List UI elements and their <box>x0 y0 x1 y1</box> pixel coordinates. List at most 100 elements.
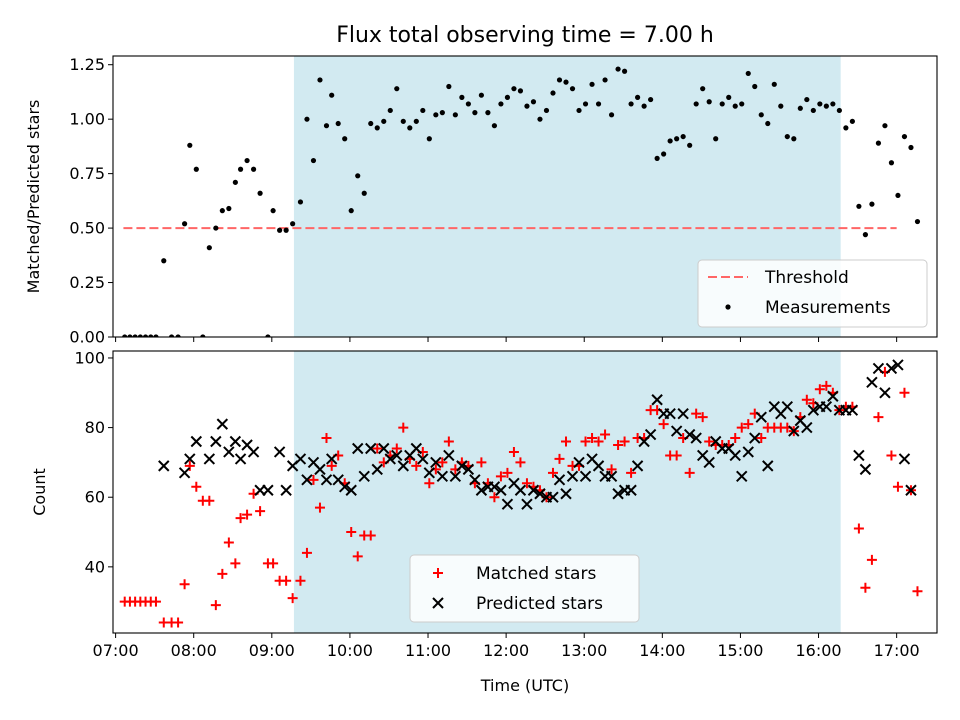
predicted-star-point <box>683 428 696 441</box>
series-predicted-stars <box>158 359 917 510</box>
legend-measurement-swatch <box>725 304 731 310</box>
measurement-point <box>595 101 602 107</box>
y-axis-label: Count <box>30 468 49 516</box>
x-tick-label: 10:00 <box>327 641 373 660</box>
matched-star-point <box>424 478 435 489</box>
measurement-point <box>576 107 582 114</box>
predicted-star-point <box>280 484 292 496</box>
predicted-star-point <box>788 425 800 437</box>
x-tick-label: 14:00 <box>639 641 685 660</box>
x-tick-label: 09:00 <box>249 641 295 660</box>
predicted-star-point <box>178 467 191 479</box>
measurement-point <box>342 136 348 142</box>
measurement-point <box>615 66 621 72</box>
measurement-point <box>277 227 283 233</box>
measurement-point <box>478 92 484 98</box>
measurement-point <box>550 90 556 96</box>
matched-star-point <box>287 593 298 604</box>
measurement-point <box>648 96 654 103</box>
measurement-point <box>426 136 432 142</box>
measurement-point <box>582 101 589 107</box>
measurement-point <box>537 116 543 122</box>
measurement-point <box>511 86 517 92</box>
measurement-point <box>472 110 478 116</box>
legend-box <box>409 554 640 623</box>
predicted-star-point <box>423 467 436 479</box>
matched-star-point <box>398 422 409 433</box>
matched-star-point <box>150 596 161 607</box>
predicted-star-point <box>866 376 878 389</box>
measurement-point <box>148 334 154 337</box>
predicted-star-point <box>547 491 559 503</box>
measurement-point <box>836 107 842 114</box>
y-axis-label: Matched/Predicted stars <box>24 100 43 294</box>
measurement-point <box>778 103 784 109</box>
predicted-star-point <box>203 453 216 465</box>
matched-star-point <box>860 582 871 593</box>
measurement-point <box>485 110 491 116</box>
matched-star-point <box>301 547 312 558</box>
matched-star-point <box>613 440 624 450</box>
predicted-star-point <box>262 484 274 496</box>
predicted-star-point <box>846 404 859 416</box>
predicted-star-point <box>495 484 507 496</box>
predicted-star-point <box>898 453 911 465</box>
measurement-point <box>439 110 445 116</box>
matched-star-point <box>736 422 747 433</box>
measurement-point <box>335 120 341 127</box>
matched-star-point <box>268 558 279 569</box>
predicted-star-point <box>859 463 872 476</box>
predicted-star-point <box>820 400 833 413</box>
measurement-point <box>830 101 836 107</box>
measurement-point <box>797 105 803 111</box>
measurement-point <box>719 101 725 107</box>
matched-star-point <box>671 450 682 461</box>
y-tick-label: 0.25 <box>69 273 105 292</box>
predicted-star-point <box>664 407 676 420</box>
predicted-star-point <box>527 484 540 496</box>
matched-star-point <box>210 600 221 611</box>
predicted-star-point <box>216 418 229 430</box>
matched-star-point <box>684 467 695 478</box>
matched-star-point <box>619 436 630 447</box>
matched-star-point <box>873 412 884 423</box>
measurement-point <box>771 81 777 87</box>
y-tick-label: 100 <box>74 348 105 367</box>
measurement-point <box>413 118 419 124</box>
matched-star-point <box>314 502 325 513</box>
measurement-point <box>446 83 452 90</box>
matched-star-point <box>561 436 572 447</box>
matched-star-point <box>580 436 591 447</box>
measurement-point <box>641 103 647 109</box>
measurement-point <box>635 94 641 100</box>
x-axis-label: Time (UTC) <box>480 676 569 695</box>
matched-star-point <box>547 467 558 478</box>
predicted-star-point <box>644 428 657 441</box>
measurement-point <box>232 179 238 185</box>
predicted-star-point <box>670 425 683 437</box>
measurement-point <box>317 77 323 83</box>
measurement-point <box>433 112 439 118</box>
measurement-point <box>524 103 530 109</box>
predicted-star-point <box>749 432 761 444</box>
matched-star-point <box>281 575 292 586</box>
measurement-point <box>355 173 361 179</box>
measurement-point <box>791 136 797 142</box>
predicted-star-point <box>443 449 455 462</box>
predicted-star-point <box>449 470 462 483</box>
measurement-point <box>290 221 296 227</box>
measurement-point <box>765 120 771 127</box>
matched-star-point <box>730 433 741 444</box>
matched-star-point <box>691 408 702 419</box>
predicted-star-point <box>501 498 514 510</box>
axes-frame <box>112 55 938 338</box>
measurement-point <box>237 166 244 172</box>
matched-star-point <box>508 446 519 457</box>
measurement-point <box>875 140 882 146</box>
predicted-star-point <box>879 387 891 399</box>
predicted-star-point <box>690 432 702 444</box>
predicted-star-point <box>294 453 307 465</box>
measurement-point <box>654 155 660 161</box>
matched-star-point <box>853 523 864 534</box>
measurement-point <box>304 116 310 122</box>
